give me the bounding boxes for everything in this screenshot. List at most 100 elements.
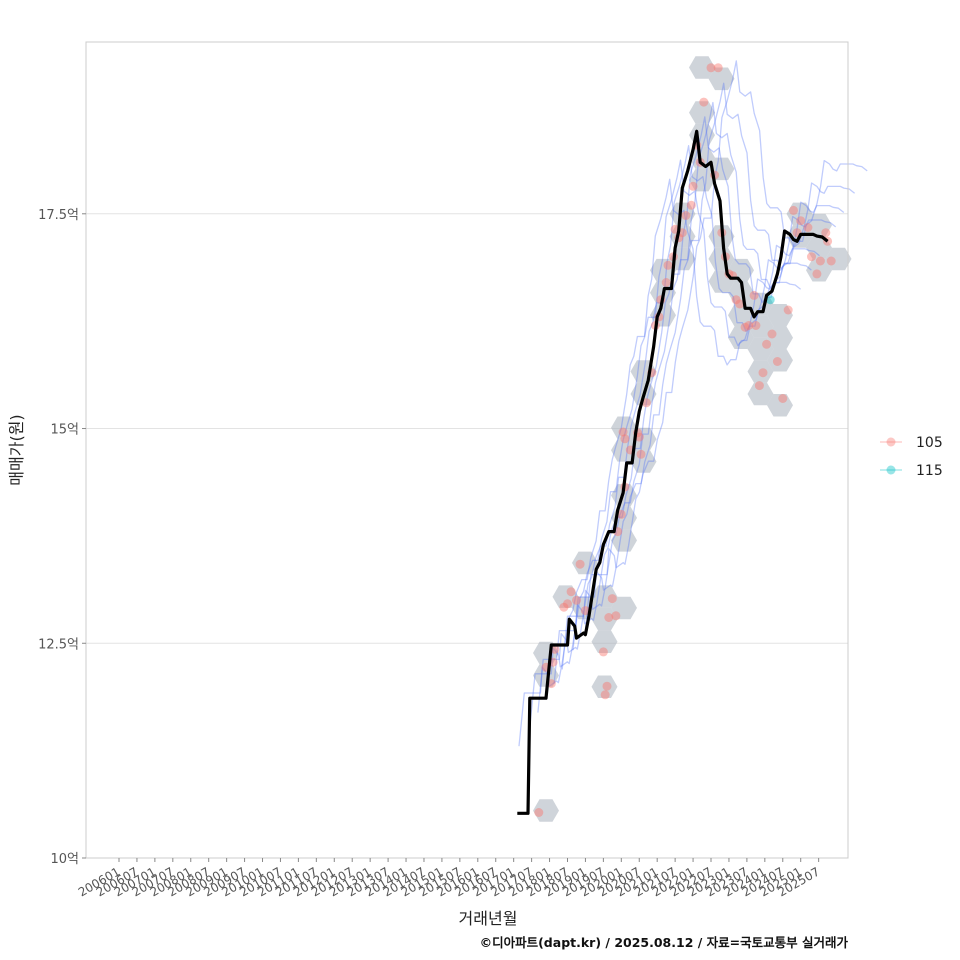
scatter-point-105: [611, 611, 621, 621]
scatter-point-105: [559, 602, 569, 612]
x-axis-title: 거래년월: [459, 909, 518, 928]
scatter-point-105: [789, 205, 798, 215]
hexbin-cell: [689, 56, 715, 79]
hexbin-cell: [650, 258, 676, 282]
scatter-point-105: [641, 398, 651, 408]
scatter-point-105: [575, 559, 585, 569]
density-contour-line: [572, 82, 856, 651]
y-tick-label: 10억: [50, 852, 79, 867]
plot-panel-border: [85, 41, 849, 859]
price-line-layer: [517, 129, 829, 815]
hexbin-cell: [689, 101, 715, 124]
scatter-point-105: [751, 321, 761, 330]
scatter-point-105: [758, 368, 768, 378]
legend-key-point-115: [886, 465, 896, 475]
hexbin-cell: [708, 157, 735, 181]
hexbin-cell: [533, 664, 559, 687]
density-contours: [518, 60, 868, 747]
hexbin-cell: [611, 416, 637, 440]
scatter-point-105: [826, 256, 836, 266]
y-axis-ticks: 10억 12.5억 15억 17.5억: [38, 208, 86, 867]
scatter-point-105: [602, 681, 612, 691]
scatter-point-105: [636, 449, 646, 459]
hexbin-cell: [747, 382, 774, 406]
hexbin-cell: [786, 202, 813, 226]
density-contour-line: [518, 178, 802, 747]
price-trend-line: [517, 129, 829, 815]
scatter-point-105: [699, 97, 709, 107]
hexbin-cell: [669, 202, 696, 226]
hexbin-cell: [767, 304, 793, 327]
scatter-point-115: [765, 295, 775, 305]
scatter-point-105: [749, 290, 759, 300]
scatter-point-105: [772, 357, 782, 366]
scatter-point-105: [616, 509, 626, 519]
scatter-point-105: [604, 613, 614, 622]
density-contour-line: [529, 159, 812, 728]
density-contour-line: [561, 101, 845, 670]
scatter-point-105: [681, 211, 691, 220]
scatter-point-105: [713, 63, 723, 73]
scatter-point-105: [796, 216, 806, 226]
hexbin-cell: [747, 315, 774, 338]
density-contour-line: [537, 145, 820, 713]
legend: 105 115: [880, 435, 943, 479]
hexbin-cell: [747, 360, 774, 383]
scatter-point-105: [754, 381, 764, 391]
scatter-point-105: [762, 339, 772, 349]
y-tick-label: 15억: [50, 423, 79, 438]
x-axis-ticks: 2006012006072007012007072008012008072009…: [76, 858, 822, 900]
scatter-point-105: [688, 181, 698, 191]
scatter-point-105: [663, 260, 673, 270]
scatter-point-105: [706, 63, 716, 73]
hexbin-cell: [533, 799, 559, 822]
hexbin-cell: [591, 630, 618, 653]
scatter-point-105: [607, 594, 617, 604]
hexbin-cell: [630, 450, 657, 473]
hexbin-cell: [825, 247, 852, 271]
density-contour-line: [584, 60, 868, 628]
scatter-point-105: [686, 200, 696, 210]
scatter-point-105: [812, 269, 822, 279]
hexbin-cell: [572, 551, 598, 575]
hexbin-cell: [591, 607, 618, 631]
scatter-point-105: [803, 223, 813, 232]
hexbin-cell: [689, 168, 715, 192]
legend-label-105: 105: [916, 435, 943, 451]
source-caption: ©디아파트(dapt.kr) / 2025.08.12 / 자료=국토교통부 실…: [480, 935, 849, 950]
legend-label-115: 115: [916, 463, 943, 479]
hexbin-cell: [728, 281, 754, 304]
scatter-point-105: [620, 434, 630, 444]
scatter-point-105: [767, 329, 777, 339]
scatter-point-105: [744, 321, 754, 330]
scatter-point-105: [661, 278, 671, 287]
scatter-point-105: [600, 690, 610, 700]
hexbin-cell: [767, 349, 793, 372]
legend-key-point-105: [886, 437, 896, 447]
scatter-point-105: [534, 808, 544, 817]
hexbin-cell: [747, 337, 774, 361]
y-axis-title: 매매가(원): [7, 414, 26, 485]
hexbin-cell: [708, 247, 735, 271]
scatter-point-105: [598, 647, 608, 657]
density-contour-line: [553, 116, 837, 684]
scatter-point-105: [735, 299, 745, 309]
hexbin-cell: [728, 258, 754, 282]
hexbin-cell: [591, 675, 618, 698]
hexbin-density-layer: [533, 56, 852, 822]
y-tick-label: 17.5억: [38, 208, 79, 223]
hexbin-cell: [806, 213, 832, 237]
scatter-point-105: [572, 595, 581, 605]
scatter-point-105: [580, 606, 590, 616]
scatter-point-105: [821, 228, 831, 238]
y-tick-label: 12.5억: [38, 637, 79, 652]
scatter-point-105: [731, 295, 741, 305]
scatter-point-105: [815, 256, 825, 266]
scatter-point-105: [618, 427, 628, 437]
hexbin-cell: [806, 258, 832, 282]
hexbin-cell: [611, 439, 637, 462]
scatter-point-105: [566, 587, 576, 597]
hexbin-cell: [767, 394, 793, 417]
